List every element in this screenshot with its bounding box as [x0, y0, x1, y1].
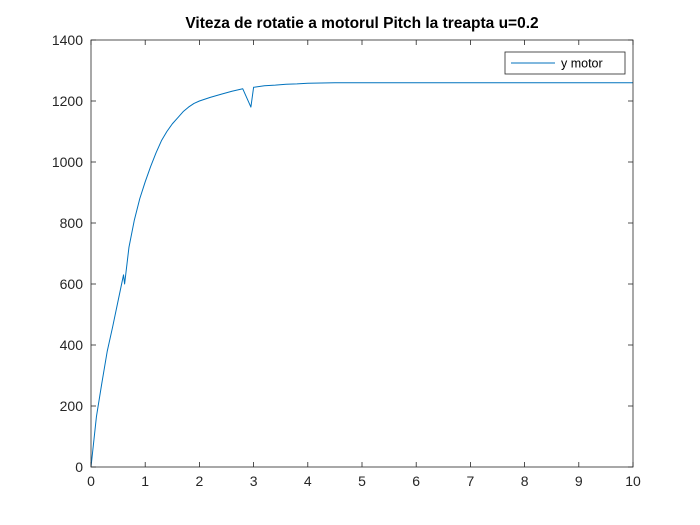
- x-tick-label: 2: [196, 473, 204, 489]
- y-tick-label: 1400: [52, 32, 83, 48]
- x-tick-label: 1: [141, 473, 149, 489]
- plot-area: [91, 40, 633, 467]
- data-series-group: [90, 82, 633, 468]
- y-tick-label: 1000: [52, 154, 83, 170]
- x-tick-label: 4: [304, 473, 312, 489]
- chart-title: Viteza de rotatie a motorul Pitch la tre…: [185, 15, 538, 32]
- x-tick-label: 3: [250, 473, 258, 489]
- x-tick-label: 8: [521, 473, 529, 489]
- legend: y motor: [504, 51, 626, 75]
- x-tick-label: 7: [467, 473, 475, 489]
- y-tick-label: 0: [75, 459, 83, 475]
- x-tick-label: 10: [625, 473, 641, 489]
- y-tick-label: 200: [60, 398, 84, 414]
- y-tick-label: 800: [60, 215, 84, 231]
- y-tick-label: 1200: [52, 93, 83, 109]
- y-ticks: 0 200 400 600 800 1000 1200 1400: [52, 32, 633, 475]
- x-tick-label: 5: [358, 473, 366, 489]
- legend-box: [504, 51, 626, 75]
- x-tick-label: 0: [87, 473, 95, 489]
- x-ticks: 0 1 2 3 4 5 6 7 8 9 10: [87, 40, 641, 489]
- series-line-y-motor: [90, 82, 633, 468]
- legend-label-y-motor: y motor: [561, 57, 603, 71]
- x-tick-label: 9: [575, 473, 583, 489]
- y-tick-label: 400: [60, 337, 84, 353]
- x-tick-label: 6: [412, 473, 420, 489]
- y-tick-label: 600: [60, 276, 84, 292]
